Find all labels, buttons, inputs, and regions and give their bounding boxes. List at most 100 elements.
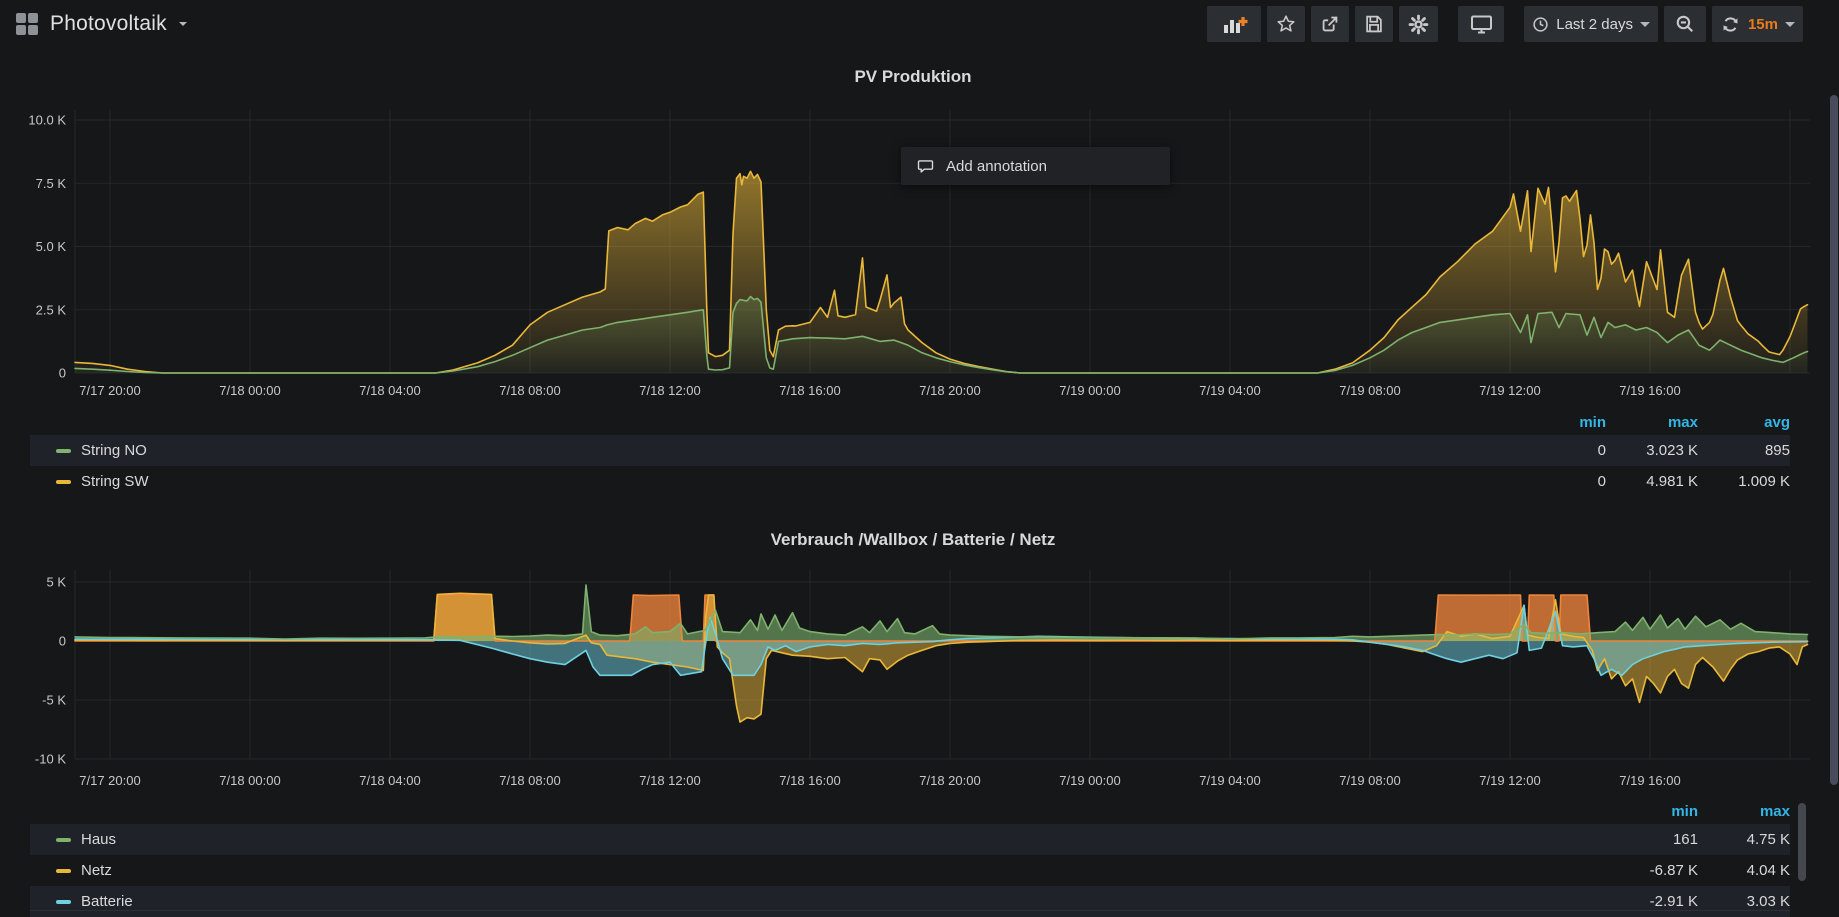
navbar-actions: Last 2 days 15m bbox=[1201, 6, 1839, 42]
legend-row-haus[interactable]: Haus 161 4.75 K bbox=[30, 824, 1790, 855]
legend-col-max[interactable]: max bbox=[1667, 413, 1698, 431]
svg-text:7/18 12:00: 7/18 12:00 bbox=[639, 773, 700, 788]
series-label[interactable]: String NO bbox=[81, 442, 147, 459]
clock-icon bbox=[1533, 16, 1548, 32]
monitor-icon bbox=[1470, 15, 1492, 33]
navbar: Photovoltaik bbox=[0, 0, 1839, 48]
add-annotation-menu[interactable]: Add annotation bbox=[901, 147, 1170, 185]
svg-text:7/19 04:00: 7/19 04:00 bbox=[1199, 383, 1260, 398]
stat-min: 161 bbox=[1672, 831, 1698, 848]
svg-text:7/19 12:00: 7/19 12:00 bbox=[1479, 773, 1540, 788]
svg-text:5.0 K: 5.0 K bbox=[36, 239, 67, 254]
stat-max: 4.04 K bbox=[1746, 862, 1790, 879]
share-dashboard-button[interactable] bbox=[1311, 6, 1350, 42]
series-label[interactable]: String SW bbox=[81, 473, 149, 490]
refresh-icon bbox=[1723, 16, 1738, 32]
svg-text:0: 0 bbox=[59, 366, 66, 381]
dashboard-picker[interactable]: Photovoltaik bbox=[0, 12, 187, 36]
stat-min: 0 bbox=[1597, 473, 1606, 490]
series-color-swatch[interactable] bbox=[56, 868, 71, 873]
series-color-swatch[interactable] bbox=[56, 479, 71, 484]
refresh-interval-label: 15m bbox=[1747, 15, 1778, 33]
zoom-out-icon bbox=[1676, 15, 1693, 32]
svg-text:2.5 K: 2.5 K bbox=[36, 302, 67, 317]
legend-col-max[interactable]: max bbox=[1759, 802, 1790, 820]
series-label[interactable]: Netz bbox=[81, 862, 112, 879]
add-annotation-item[interactable]: Add annotation bbox=[946, 157, 1047, 175]
verbrauch-chart[interactable]: 5 K 0 -5 K -10 K 7/17 20:00 7/18 00:00 7/18 04… bbox=[0, 560, 1826, 798]
legend-col-avg[interactable]: avg bbox=[1764, 413, 1790, 431]
svg-text:-5 K: -5 K bbox=[42, 693, 66, 708]
svg-text:7/18 20:00: 7/18 20:00 bbox=[919, 773, 980, 788]
svg-text:10.0 K: 10.0 K bbox=[28, 113, 66, 128]
svg-text:-10 K: -10 K bbox=[35, 752, 66, 767]
svg-text:7/19 08:00: 7/19 08:00 bbox=[1339, 383, 1400, 398]
time-range-label: Last 2 days bbox=[1556, 15, 1633, 33]
svg-text:7/18 04:00: 7/18 04:00 bbox=[359, 383, 420, 398]
zoom-out-button[interactable] bbox=[1663, 6, 1706, 42]
gear-icon bbox=[1408, 14, 1429, 34]
legend-row-string-no[interactable]: String NO 0 3.023 K 895 bbox=[30, 435, 1790, 466]
star-dashboard-button[interactable] bbox=[1267, 6, 1306, 42]
dashboard-title[interactable]: Photovoltaik bbox=[50, 12, 167, 35]
legend-col-min[interactable]: min bbox=[1579, 413, 1606, 431]
legend-scrollbar[interactable] bbox=[1798, 803, 1806, 881]
series-label[interactable]: Batterie bbox=[81, 893, 133, 910]
stat-min: 0 bbox=[1597, 442, 1606, 459]
svg-text:7/19 16:00: 7/19 16:00 bbox=[1619, 383, 1680, 398]
series-color-swatch[interactable] bbox=[56, 837, 71, 842]
svg-text:7/17 20:00: 7/17 20:00 bbox=[79, 773, 140, 788]
tv-mode-button[interactable] bbox=[1458, 6, 1505, 42]
svg-text:7/18 12:00: 7/18 12:00 bbox=[639, 383, 700, 398]
stat-max: 3.023 K bbox=[1646, 442, 1698, 459]
svg-text:7.5 K: 7.5 K bbox=[36, 176, 67, 191]
dashboard-settings-button[interactable] bbox=[1399, 6, 1439, 42]
svg-text:5 K: 5 K bbox=[46, 575, 66, 590]
stat-max: 4.981 K bbox=[1646, 473, 1698, 490]
save-dashboard-button[interactable] bbox=[1355, 6, 1394, 42]
dashboard-grid-icon bbox=[16, 13, 38, 35]
panel-title-pv-produktion[interactable]: PV Produktion bbox=[854, 67, 972, 86]
panel-title-verbrauch[interactable]: Verbrauch /Wallbox / Batterie / Netz bbox=[770, 530, 1056, 549]
legend-col-min[interactable]: min bbox=[1671, 802, 1698, 820]
chevron-down-icon bbox=[1785, 21, 1795, 27]
save-icon bbox=[1366, 15, 1382, 33]
svg-text:7/18 00:00: 7/18 00:00 bbox=[219, 773, 280, 788]
comment-icon bbox=[917, 159, 934, 173]
chevron-down-icon bbox=[178, 22, 187, 26]
svg-text:7/19 08:00: 7/19 08:00 bbox=[1339, 773, 1400, 788]
stat-min: -6.87 K bbox=[1649, 862, 1698, 879]
series-color-swatch[interactable] bbox=[56, 899, 71, 904]
add-panel-button[interactable] bbox=[1207, 6, 1262, 42]
panel-bottom-border bbox=[30, 910, 1790, 911]
legend-row-string-sw[interactable]: String SW 0 4.981 K 1.009 K bbox=[30, 466, 1790, 497]
svg-text:7/18 08:00: 7/18 08:00 bbox=[499, 383, 560, 398]
svg-text:7/19 04:00: 7/19 04:00 bbox=[1199, 773, 1260, 788]
svg-text:7/18 04:00: 7/18 04:00 bbox=[359, 773, 420, 788]
series-color-swatch[interactable] bbox=[56, 448, 71, 453]
legend-header-row: min max avg bbox=[30, 409, 1790, 435]
pv-produktion-legend: min max avg String NO 0 3.023 K 895 Stri… bbox=[30, 409, 1790, 497]
svg-text:0: 0 bbox=[59, 634, 66, 649]
svg-text:7/19 16:00: 7/19 16:00 bbox=[1619, 773, 1680, 788]
stat-max: 3.03 K bbox=[1746, 893, 1790, 910]
series-label[interactable]: Haus bbox=[81, 831, 117, 848]
share-icon bbox=[1322, 16, 1338, 32]
time-range-picker[interactable]: Last 2 days bbox=[1524, 6, 1658, 42]
verbrauch-legend: min max Haus 161 4.75 K Netz -6.87 K 4.0… bbox=[30, 798, 1790, 917]
svg-text:7/18 20:00: 7/18 20:00 bbox=[919, 383, 980, 398]
legend-row-netz[interactable]: Netz -6.87 K 4.04 K bbox=[30, 855, 1790, 886]
stat-min: -2.91 K bbox=[1649, 893, 1698, 910]
pv-produktion-chart[interactable]: 10.0 K 7.5 K 5.0 K 2.5 K 0 7/17 20:00 7/18 00:… bbox=[0, 90, 1826, 408]
svg-text:7/18 08:00: 7/18 08:00 bbox=[499, 773, 560, 788]
svg-text:7/19 12:00: 7/19 12:00 bbox=[1479, 383, 1540, 398]
svg-text:7/17 20:00: 7/17 20:00 bbox=[79, 383, 140, 398]
refresh-picker[interactable]: 15m bbox=[1711, 6, 1803, 42]
legend-row-batterie[interactable]: Batterie -2.91 K 3.03 K bbox=[30, 886, 1790, 917]
page-scrollbar[interactable] bbox=[1830, 95, 1838, 785]
svg-text:7/18 16:00: 7/18 16:00 bbox=[779, 383, 840, 398]
add-panel-icon bbox=[1223, 17, 1248, 33]
stat-avg: 895 bbox=[1764, 442, 1790, 459]
svg-text:7/18 16:00: 7/18 16:00 bbox=[779, 773, 840, 788]
